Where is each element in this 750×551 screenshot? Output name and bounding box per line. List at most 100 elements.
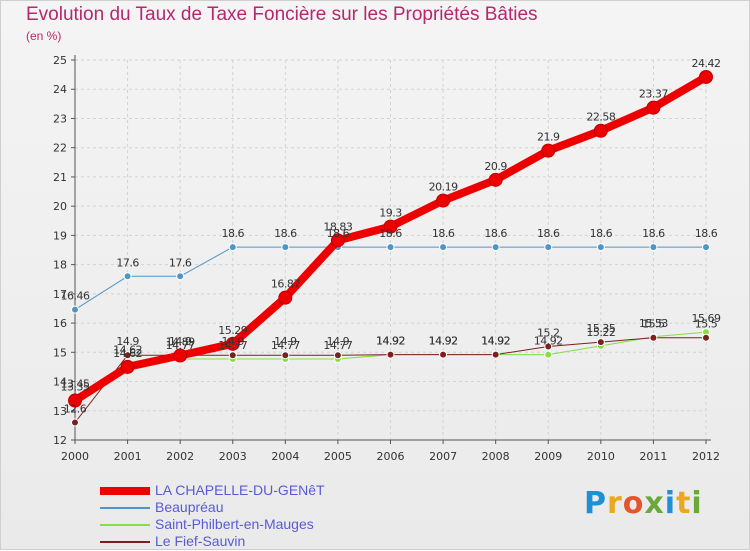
data-point	[176, 272, 185, 281]
data-label: 15.29	[218, 324, 247, 337]
data-label: 18.6	[274, 227, 297, 240]
data-label: 14.92	[376, 335, 405, 348]
data-label: 18.6	[537, 227, 560, 240]
data-label: 18.6	[484, 227, 507, 240]
legend-label: Beaupréau	[155, 499, 224, 515]
data-label: 14.62	[113, 347, 142, 360]
data-label: 20.9	[484, 160, 507, 173]
series-3	[71, 333, 710, 427]
chart-title: Evolution du Taux de Taxe Foncière sur l…	[26, 4, 538, 25]
data-label: 14.92	[481, 335, 510, 348]
data-label: 14.77	[166, 339, 195, 352]
data-point	[228, 243, 237, 252]
data-label: 14.92	[534, 335, 563, 348]
legend-swatch	[100, 487, 150, 495]
series-lines	[68, 69, 713, 427]
data-label: 16.46	[61, 290, 90, 303]
data-point	[386, 243, 395, 252]
data-point	[281, 351, 290, 360]
data-label: 13.35	[61, 381, 90, 394]
data-label: 15.35	[586, 322, 615, 335]
data-point	[173, 348, 188, 363]
axes: 12 13 14 15 16 17 18 19 20 21 22 23 24 25 2000 2001 2002…	[53, 54, 720, 463]
x-tick-label: 2006	[377, 450, 405, 463]
y-tick-label: 15	[53, 346, 67, 359]
data-point	[649, 333, 658, 342]
data-point	[544, 350, 553, 359]
y-tick-label: 25	[53, 54, 67, 67]
data-point	[281, 243, 290, 252]
data-label: 18.6	[379, 227, 402, 240]
data-label: 14.9	[116, 335, 139, 348]
data-point	[278, 290, 293, 305]
data-label: 14.92	[429, 335, 458, 348]
data-label: 15.53	[639, 317, 668, 330]
data-point	[439, 350, 448, 359]
data-label: 12.6	[64, 402, 87, 415]
logo-letter: o	[622, 486, 645, 521]
data-point	[225, 336, 240, 351]
x-tick-label: 2003	[219, 450, 247, 463]
data-label: 18.6	[695, 227, 718, 240]
legend-label: Saint-Philbert-en-Mauges	[155, 516, 314, 532]
logo-letter: i	[691, 486, 703, 521]
data-point	[702, 243, 710, 252]
data-label: 14.77	[323, 339, 352, 352]
data-label: 18.6	[327, 227, 350, 240]
data-label: 17.6	[169, 256, 192, 269]
data-label: 18.83	[323, 220, 352, 233]
data-point	[593, 123, 608, 138]
y-tick-label: 21	[53, 171, 67, 184]
data-point	[68, 393, 82, 408]
data-labels: 13.35 14.62 14.89 15.29 16.87 18.83 19.3 20.19 2…	[61, 57, 722, 416]
data-label: 15.2	[537, 326, 560, 339]
legend-swatch	[100, 507, 150, 509]
data-point	[436, 193, 451, 208]
logo-letter: x	[644, 486, 665, 521]
data-label: 21.9	[537, 131, 560, 144]
data-label: 18.6	[432, 227, 455, 240]
data-label: 18.6	[642, 227, 665, 240]
data-label: 15.5	[695, 318, 718, 331]
data-point	[491, 350, 500, 359]
data-label: 14.92	[376, 335, 405, 348]
logo-letter: i	[664, 486, 677, 521]
data-point	[488, 172, 503, 187]
y-tick-label: 14	[53, 376, 67, 389]
x-tick-label: 2000	[61, 450, 89, 463]
data-label: 23.37	[639, 88, 668, 101]
x-tick-label: 2005	[324, 450, 352, 463]
data-label: 15.22	[586, 326, 615, 339]
y-tick-label: 16	[53, 317, 67, 330]
data-point	[544, 243, 553, 252]
y-tick-label: 24	[53, 83, 67, 96]
data-label: 16.87	[271, 278, 300, 291]
x-tick-label: 2012	[692, 450, 720, 463]
data-point	[702, 333, 710, 342]
x-tick-label: 2008	[482, 450, 510, 463]
data-label: 18.6	[222, 227, 245, 240]
y-tick-label: 19	[53, 229, 67, 242]
x-tick-label: 2011	[639, 450, 667, 463]
legend-label: LA CHAPELLE-DU-GENêT	[155, 482, 325, 498]
data-label: 24.42	[692, 57, 721, 70]
data-point	[71, 305, 79, 314]
series-0	[68, 69, 713, 408]
x-tick-label: 2010	[587, 450, 615, 463]
data-label: 14.9	[274, 335, 297, 348]
x-tick-label: 2009	[534, 450, 562, 463]
data-point	[699, 69, 713, 84]
proxiti-logo: Proxiti	[584, 486, 703, 521]
x-tick-label: 2002	[166, 450, 194, 463]
data-label: 22.58	[586, 111, 615, 124]
data-label: 19.3	[379, 207, 402, 220]
x-tick-label: 2007	[429, 450, 457, 463]
data-point	[649, 243, 658, 252]
data-point	[123, 272, 132, 281]
y-tick-label: 22	[53, 142, 67, 155]
data-point	[596, 338, 605, 347]
data-label: 18.6	[590, 227, 613, 240]
legend-swatch	[100, 541, 150, 543]
data-label: 14.89	[166, 336, 195, 349]
